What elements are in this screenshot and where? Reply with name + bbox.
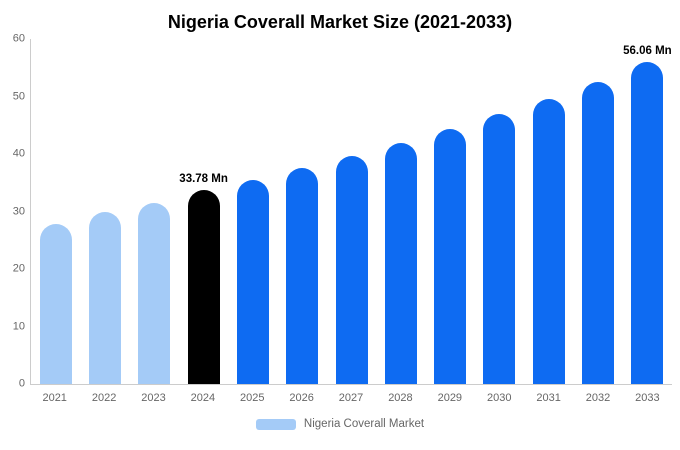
x-tick-label: 2024 [190,392,216,404]
y-tick-label: 20 [12,262,25,275]
bar-column [475,39,524,384]
legend-swatch [255,418,296,430]
x-tick-label: 2032 [585,392,611,404]
bars-container: 33.78 Mn 56.06 Mn [31,39,672,384]
bar-column [130,39,179,384]
bar-column [376,39,425,384]
bar-2022[interactable] [88,212,121,384]
x-tick-label: 2023 [141,392,166,404]
bar-2021[interactable] [39,224,72,384]
bar-column [573,39,622,384]
bar-2033[interactable] [631,61,664,384]
bar-2026[interactable] [286,168,319,384]
bar-column [31,39,80,384]
x-axis: 2021 2022 2023 2024 2025 2026 2027 2028 2029 2030… [30,385,672,404]
y-axis: 0 10 20 30 40 50 60 [6,33,30,389]
bar-value-label: 56.06 Mn [623,45,672,58]
bar-column [278,39,327,384]
bar-chart: 0 10 20 30 40 50 60 33.78 Mn 56.06 Mn 2021 2022 2… [6,33,672,404]
legend-label: Nigeria Coverall Market [303,418,425,430]
bar-2023[interactable] [138,203,171,384]
legend-item[interactable]: Nigeria Coverall Market [0,418,680,430]
y-tick-label: 50 [12,90,25,102]
x-tick-label: 2022 [91,392,117,404]
bar-column [327,39,376,384]
chart-title: Nigeria Coverall Market Size (2021-2033) [167,12,513,32]
bar-value-label: 33.78 Mn [179,173,228,186]
plot-column: 33.78 Mn 56.06 Mn 2021 2022 2023 2024 2025 202… [30,39,672,404]
bar-column [426,39,475,384]
bar-2025[interactable] [236,179,269,384]
x-tick-label: 2029 [437,392,463,404]
x-tick-label: 2028 [388,392,413,404]
bar-column: 33.78 Mn [179,39,228,384]
bar-2031[interactable] [532,98,565,384]
y-tick-label: 10 [12,320,25,332]
x-tick-label: 2021 [42,392,67,404]
bar-2029[interactable] [434,129,467,384]
y-tick-label: 40 [12,147,25,160]
x-tick-label: 2025 [240,392,265,404]
bar-2032[interactable] [582,82,615,384]
plot-area: 33.78 Mn 56.06 Mn [30,39,672,385]
x-tick-label: 2027 [338,392,364,404]
bar-2030[interactable] [483,114,516,384]
x-tick-label: 2031 [536,392,561,404]
bar-column: 56.06 Mn [623,39,672,384]
y-tick-label: 0 [18,377,25,390]
y-tick-label: 30 [12,205,25,217]
x-tick-label: 2030 [486,392,512,404]
y-tick-label: 60 [12,32,25,45]
x-tick-label: 2026 [289,392,314,404]
bar-column [80,39,129,384]
bar-column [524,39,573,384]
bar-2024[interactable] [187,189,220,384]
bar-column [228,39,277,384]
bar-2028[interactable] [384,143,417,384]
bar-2027[interactable] [335,155,368,384]
x-tick-label: 2033 [635,392,660,404]
